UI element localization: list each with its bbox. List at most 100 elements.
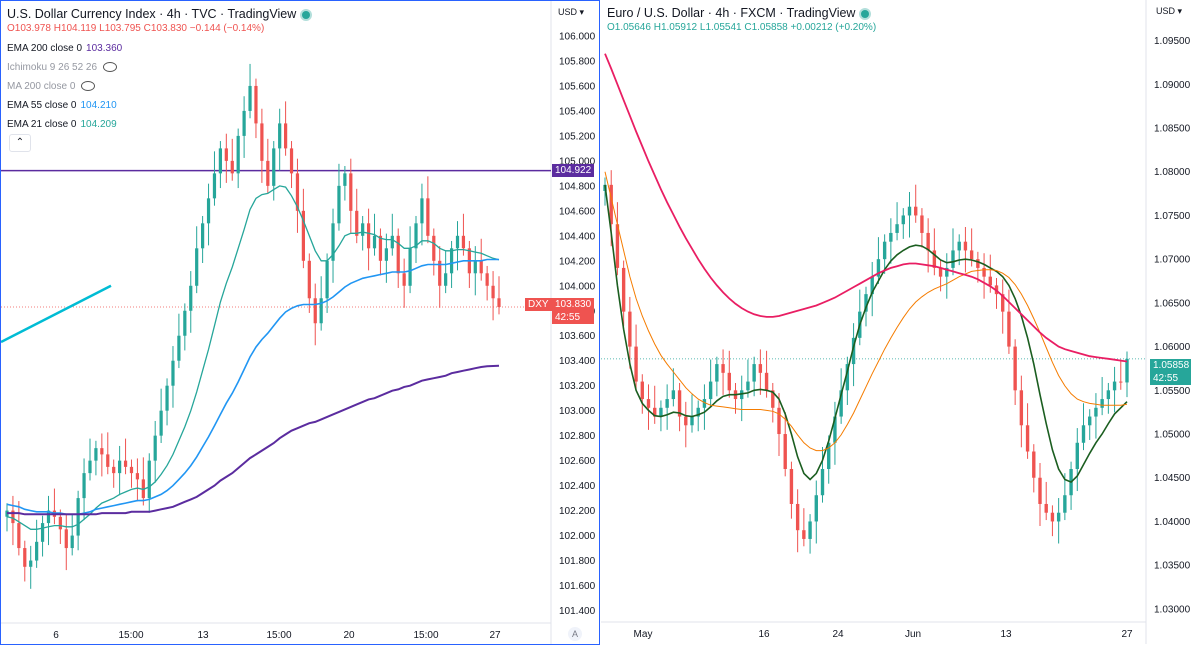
candle-body: [147, 460, 151, 499]
candle-body: [758, 364, 763, 373]
trendline: [1, 284, 112, 344]
candle-body: [609, 184, 613, 225]
candle-body: [988, 276, 992, 286]
symbol-tag: DXY: [525, 298, 552, 311]
price-tick-label: 1.08500: [1154, 124, 1191, 135]
candle-body: [839, 390, 843, 417]
candle-body: [283, 123, 288, 149]
currency-label[interactable]: USD ▾: [1156, 6, 1183, 16]
candle-body: [254, 85, 258, 124]
collapse-legend-button[interactable]: ⌃: [9, 134, 31, 152]
price-tick-label: 1.03000: [1154, 604, 1191, 615]
indicator-label: EMA 21 close 0: [7, 119, 77, 130]
indicator-ma200[interactable]: MA 200 close 0: [7, 81, 96, 92]
candle-body: [901, 215, 905, 225]
dxy-chart-panel[interactable]: 106.000 105.800 105.600 105.400 105.200 105.0…: [0, 0, 600, 645]
price-tick-label: 1.04000: [1154, 517, 1191, 528]
market-status-icon: [302, 10, 311, 19]
price-tick-label: 104.600: [559, 206, 596, 217]
candle-body: [1088, 416, 1092, 426]
candle-body: [384, 248, 388, 261]
time-tick-label: 27: [489, 630, 501, 641]
last-price-label: 1.05858 42:55: [1150, 359, 1191, 385]
hidden-eye-icon[interactable]: [81, 81, 96, 92]
candle-body: [212, 173, 217, 199]
candle-body: [349, 173, 353, 211]
candle-body: [230, 160, 234, 174]
high-value: 1.05912: [660, 22, 698, 33]
price-tick-label: 1.07500: [1154, 211, 1191, 222]
candle-body: [82, 473, 86, 499]
time-tick-label: 15:00: [118, 630, 143, 641]
eurusd-chart-panel[interactable]: 1.09500 1.09000 1.08500 1.08000 1.07500 1.070…: [601, 0, 1191, 645]
currency-label[interactable]: USD ▾: [558, 7, 585, 17]
candle-body: [165, 385, 169, 411]
candle-body: [497, 298, 501, 308]
candle-body: [58, 516, 62, 530]
candle-body: [278, 123, 282, 149]
candle-body: [1125, 358, 1129, 383]
candle-body: [461, 235, 466, 249]
candle-body: [1050, 512, 1055, 522]
candle-body: [153, 435, 157, 461]
chart-title: U.S. Dollar Currency Index · 4h · TVC · …: [7, 7, 311, 21]
bar-countdown: 42:55: [555, 312, 581, 323]
candle-body: [932, 250, 937, 268]
price-tick-label: 1.05000: [1154, 430, 1191, 441]
price-tick-label: 102.600: [559, 456, 596, 467]
last-price-label: 103.830 42:55: [552, 298, 595, 324]
candle-body: [721, 364, 725, 373]
candle-body: [634, 346, 638, 382]
candle-body: [914, 206, 918, 216]
candle-body: [195, 248, 199, 286]
candle-body: [926, 232, 930, 251]
candle-body: [135, 473, 140, 480]
candle-body: [646, 399, 651, 408]
candle-body: [432, 235, 436, 261]
indicator-ema21[interactable]: EMA 21 close 0 104.209: [7, 119, 117, 130]
candle-body: [827, 442, 831, 469]
auto-scale-button[interactable]: A: [568, 627, 582, 641]
candle-body: [752, 364, 756, 382]
low-value: 103.795: [104, 23, 141, 34]
candle-body: [159, 410, 163, 436]
indicator-label: EMA 55 close 0: [7, 100, 77, 111]
candle-body: [621, 267, 626, 312]
candle-body: [982, 267, 986, 277]
hidden-eye-icon[interactable]: [103, 62, 118, 73]
candle-body: [438, 260, 442, 286]
price-tick-label: 101.400: [559, 606, 596, 617]
candle-body: [889, 232, 893, 242]
candle-body: [414, 223, 418, 249]
candle-body: [171, 360, 175, 386]
candle-body: [29, 560, 33, 567]
price-tick-label: 105.200: [559, 131, 596, 142]
price-tick-label: 102.200: [559, 506, 596, 517]
candle-body: [653, 407, 657, 417]
candle-body: [696, 407, 700, 417]
indicator-ema55[interactable]: EMA 55 close 0 104.210: [7, 100, 117, 111]
candle-body: [23, 548, 27, 567]
currency-text: USD: [558, 7, 578, 17]
price-tick-label: 103.400: [559, 356, 596, 367]
candle-body: [802, 530, 806, 539]
dxy-chart-svg[interactable]: 106.000 105.800 105.600 105.400 105.200 105.0…: [1, 1, 599, 644]
candle-body: [920, 215, 924, 233]
candle-body: [677, 390, 682, 417]
candle-body: [420, 198, 424, 224]
time-tick-label: Jun: [905, 629, 921, 640]
close-value: 103.830: [150, 23, 187, 34]
eurusd-chart-svg[interactable]: 1.09500 1.09000 1.08500 1.08000 1.07500 1.070…: [601, 0, 1191, 645]
candle-body: [708, 381, 713, 400]
candle-body: [337, 185, 341, 224]
indicator-ichimoku[interactable]: Ichimoku 9 26 52 26: [7, 62, 118, 73]
candle-body: [307, 260, 311, 299]
candle-body: [1063, 495, 1067, 513]
indicator-label: EMA 200 close 0: [7, 43, 83, 54]
candle-body: [70, 535, 74, 549]
indicator-ema200[interactable]: EMA 200 close 0 103.360: [7, 43, 122, 54]
candle-body: [46, 510, 51, 524]
close-value: 1.05858: [751, 22, 788, 33]
candle-body: [1094, 407, 1098, 417]
ohlc-readout: O1.05646 H1.05912 L1.05541 C1.05858 +0.0…: [607, 22, 877, 33]
